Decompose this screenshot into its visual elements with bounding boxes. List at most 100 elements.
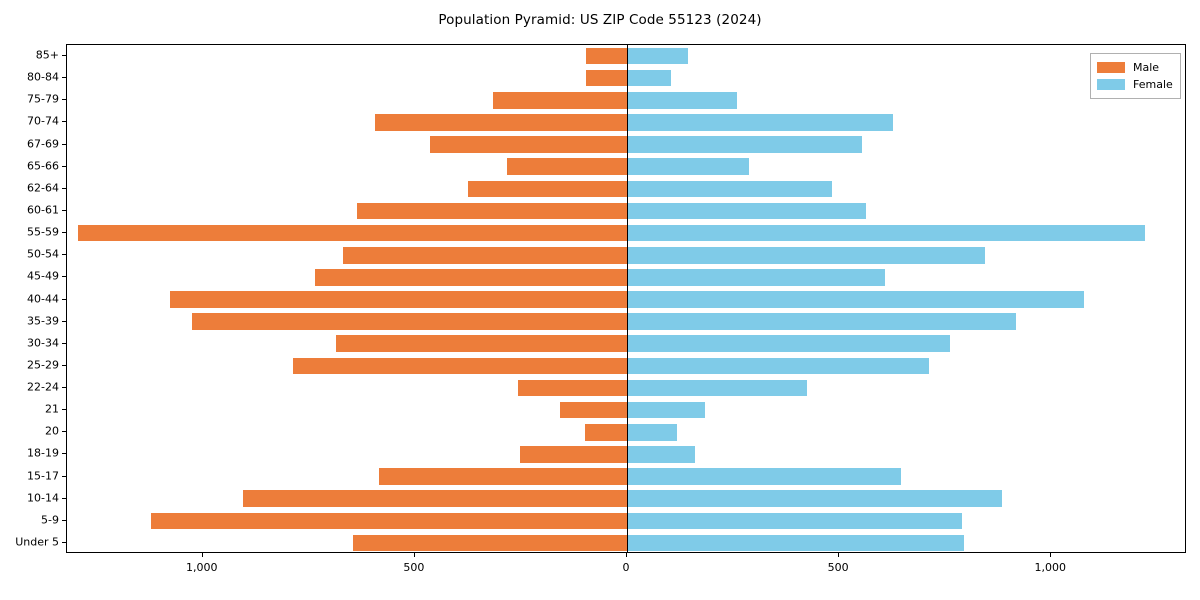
pyramid-row [67,423,1185,441]
pyramid-row [67,269,1185,286]
pyramid-row [67,534,1185,552]
bar-male[interactable] [559,401,627,419]
x-axis-tick-label: 1,000 [1034,561,1066,574]
y-axis-tick-label: 40-44 [27,292,59,305]
bar-male[interactable] [467,180,627,198]
bar-female[interactable] [627,512,963,530]
bar-female[interactable] [627,291,1084,308]
y-axis-tick-mark [62,497,66,499]
legend-entry[interactable]: Male [1097,59,1173,76]
y-axis-tick-mark [62,453,66,455]
bar-female[interactable] [627,357,929,375]
bar-female[interactable] [627,246,985,264]
bar-female[interactable] [627,202,866,220]
bar-female[interactable] [627,401,706,419]
bar-female[interactable] [627,158,749,175]
bar-male[interactable] [517,379,627,397]
x-axis-tick-label: 500 [403,561,425,574]
y-axis-tick-label: 75-79 [27,92,59,106]
x-axis-tick-mark [413,553,415,557]
bar-male[interactable] [356,202,627,220]
zero-axis-line [627,45,628,552]
bar-male[interactable] [492,92,627,109]
bar-male[interactable] [343,246,627,264]
y-axis-tick-label: 70-74 [27,114,59,128]
bar-female[interactable] [627,92,738,109]
y-axis-tick-mark [62,409,66,411]
bar-female[interactable] [627,269,885,286]
y-axis-tick-label: 45-49 [27,269,59,283]
pyramid-row [67,246,1185,264]
bar-male[interactable] [430,136,627,153]
y-axis-tick-mark [62,77,66,79]
y-axis-tick-mark [62,364,66,366]
pyramid-row [67,291,1185,308]
y-axis-tick-mark [62,475,66,477]
y-axis-tick-mark [62,143,66,145]
pyramid-row [67,401,1185,419]
bar-male[interactable] [378,468,627,485]
pyramid-row [67,357,1185,375]
bar-female[interactable] [627,335,951,353]
y-axis-tick-mark [62,298,66,300]
x-axis-tick-label: 1,000 [186,561,218,574]
legend-color-swatch [1097,62,1125,73]
bar-female[interactable] [627,423,678,441]
y-axis-tick-label: 50-54 [27,247,59,261]
bar-male[interactable] [375,114,627,131]
bar-female[interactable] [627,379,808,397]
pyramid-row [67,136,1185,153]
bar-male[interactable] [520,446,627,463]
y-axis-tick-label: 25-29 [27,358,59,372]
y-axis-tick-label: 62-64 [27,181,59,195]
bar-female[interactable] [627,114,893,131]
y-axis-tick-label: 15-17 [27,469,59,483]
y-axis-tick-mark [62,165,66,167]
y-axis-tick-mark [62,55,66,57]
pyramid-row [67,468,1185,485]
y-axis-tick-mark [62,320,66,322]
pyramid-row [67,69,1185,87]
bar-male[interactable] [78,224,627,242]
bar-male[interactable] [292,357,627,375]
bar-male[interactable] [192,313,627,330]
bar-female[interactable] [627,224,1146,242]
y-axis-tick-label: 30-34 [27,336,59,350]
bar-female[interactable] [627,47,688,65]
bar-male[interactable] [170,291,627,308]
y-axis-tick-label: 67-69 [27,137,59,151]
bar-female[interactable] [627,180,833,198]
x-axis-tick-mark [838,553,840,557]
x-axis-tick-mark [201,553,203,557]
bar-male[interactable] [243,490,627,507]
bar-male[interactable] [151,512,627,530]
legend-entry[interactable]: Female [1097,76,1173,93]
bar-male[interactable] [585,423,627,441]
pyramid-row [67,490,1185,507]
bar-female[interactable] [627,69,672,87]
bar-female[interactable] [627,313,1016,330]
legend-color-swatch [1097,79,1125,90]
pyramid-row [67,313,1185,330]
x-axis-tick-label: 0 [622,561,630,574]
y-axis-tick-mark [62,121,66,123]
bar-female[interactable] [627,446,696,463]
bar-male[interactable] [335,335,627,353]
bar-male[interactable] [314,269,627,286]
y-axis-tick-mark [62,387,66,389]
y-axis-tick-label: 22-24 [27,380,59,394]
bar-male[interactable] [353,534,627,552]
y-axis-tick-mark [62,342,66,344]
y-axis-tick-label: 65-66 [27,159,59,173]
bar-female[interactable] [627,136,862,153]
bar-male[interactable] [586,47,627,65]
x-axis-tick-mark [626,553,627,557]
bar-female[interactable] [627,490,1003,507]
bar-male[interactable] [586,69,627,87]
y-axis-tick-mark [62,209,66,211]
y-axis-tick-mark [62,541,66,543]
y-axis-tick-label: 21 [45,402,59,416]
bar-female[interactable] [627,468,901,485]
bar-female[interactable] [627,534,965,552]
bar-male[interactable] [507,158,627,175]
